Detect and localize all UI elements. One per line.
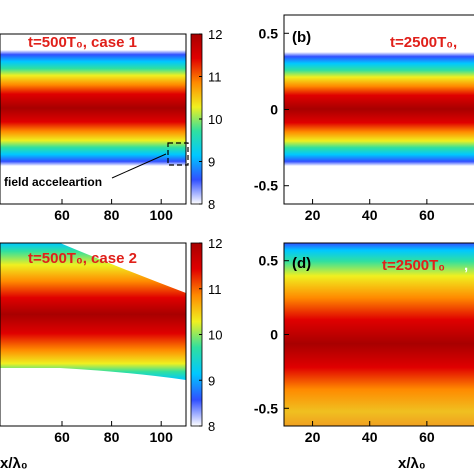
panel-c-beam [0, 243, 186, 380]
colorbar-a-ticks: 8 9 10 11 12 [199, 27, 222, 212]
panel-d-annotation-comma: , [464, 257, 468, 274]
colorbar-c-tick-label: 10 [208, 328, 222, 343]
panel-b-y-tick-label: 0.5 [259, 25, 279, 41]
colorbar-a-tick-label: 9 [208, 155, 215, 170]
colorbar-c-tick-label: 9 [208, 373, 215, 388]
panel-c-annotation: t=500T₀, case 2 [28, 250, 137, 267]
colorbar-a-tick-label: 12 [208, 27, 222, 42]
colorbar-c-ticks: 8 9 10 11 12 [199, 236, 222, 434]
panel-c-x-tick-label: 100 [150, 429, 174, 445]
panel-a-x-tick-label: 60 [54, 207, 70, 223]
panel-d-x-tick-label: 60 [419, 429, 435, 445]
panel-a-frame [0, 33, 187, 205]
panel-a-x-tick-label: 100 [150, 207, 174, 223]
colorbar-c-tick-label: 8 [208, 419, 215, 434]
panel-b-x-ticks: 20 40 60 [305, 199, 435, 223]
panel-d-y-ticks: 0.5 0 -0.5 [254, 253, 289, 416]
panel-c-x-ticks: 60 80 100 [54, 421, 173, 445]
panel-d-x-tick-label: 20 [305, 429, 321, 445]
colorbar-a-tick-label: 8 [208, 197, 215, 212]
panel-d-y-tick-label: -0.5 [254, 400, 278, 416]
callout-arrow [111, 153, 167, 179]
colorbar-c-tick-label: 12 [208, 236, 222, 251]
panel-c-frame [0, 242, 187, 427]
panel-d-x-tick-label: 40 [362, 429, 378, 445]
panel-b-x-tick-label: 20 [305, 207, 321, 223]
panel-b-beam [284, 52, 474, 166]
panel-d-xlabel: x/λ₀ [398, 455, 426, 472]
panel-d-annotation: t=2500T₀ [382, 257, 445, 274]
panel-a-x-ticks: 60 80 100 [54, 199, 173, 223]
panel-a-annotation: t=500T₀, case 1 [28, 34, 137, 51]
panel-b-y-tick-label: 0 [270, 102, 278, 118]
panel-c-x-tick-label: 60 [54, 429, 70, 445]
colorbar-a: 8 9 10 11 12 [190, 27, 222, 212]
panel-a-x-tick-label: 80 [104, 207, 120, 223]
panel-b-y-tick-label: -0.5 [254, 178, 278, 194]
panel-a: t=500T₀, case 1 60 80 100 field accelearti… [0, 33, 189, 223]
colorbar-a-tick-label: 10 [208, 112, 222, 127]
panel-c: t=500T₀, case 2 60 80 100 x/λ₀ [0, 242, 187, 472]
panel-d-label: (d) [292, 255, 311, 272]
panel-d-beam [284, 243, 474, 426]
panel-d-y-tick-label: 0 [270, 327, 278, 343]
colorbar-c: 8 9 10 11 12 [190, 236, 222, 434]
callout-label: field acceleartion [4, 175, 102, 189]
panel-b-x-tick-label: 40 [362, 207, 378, 223]
panel-b-x-tick-label: 60 [419, 207, 435, 223]
panel-a-beam [0, 50, 186, 166]
colorbar-c-tick-label: 11 [208, 282, 222, 297]
panel-b-annotation: t=2500T₀, [390, 34, 457, 51]
panel-b-label: (b) [292, 29, 311, 46]
panel-b: (b) t=2500T₀, 0.5 0 -0.5 20 40 60 [254, 14, 474, 223]
panel-d-y-tick-label: 0.5 [259, 253, 279, 269]
panel-d: (d) t=2500T₀ , 0.5 0 -0.5 20 40 60 x/λ₀ [254, 242, 474, 472]
panel-b-y-ticks: 0.5 0 -0.5 [254, 25, 289, 194]
callout-box [167, 142, 189, 166]
colorbar-a-tick-label: 11 [208, 70, 222, 85]
panel-d-x-ticks: 20 40 60 [305, 421, 435, 445]
panel-c-x-tick-label: 80 [104, 429, 120, 445]
panel-c-xlabel: x/λ₀ [0, 455, 28, 472]
